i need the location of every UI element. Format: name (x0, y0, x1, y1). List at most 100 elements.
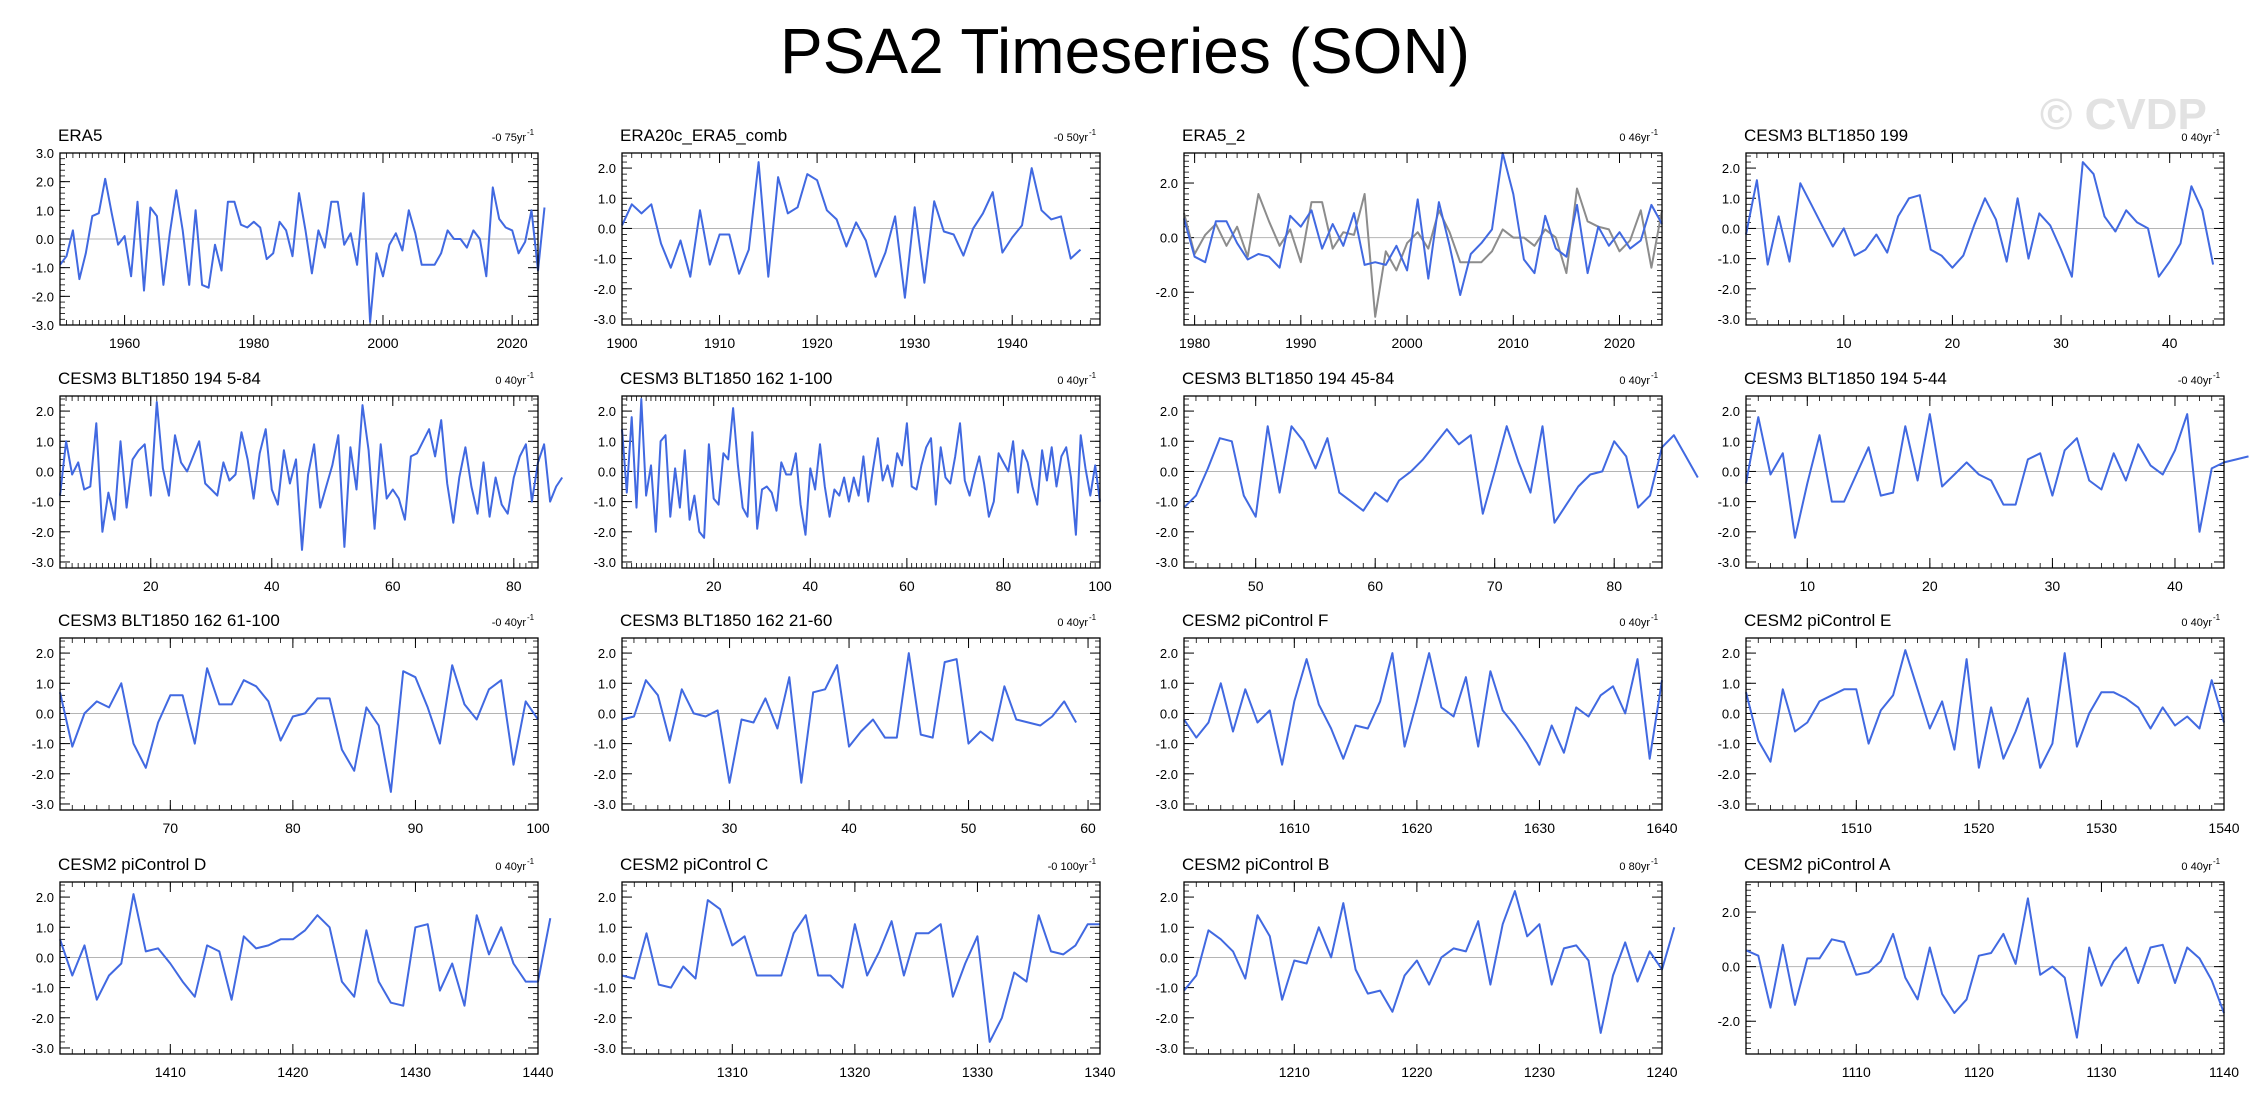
panel-16: CESM2 piControl A 0 40yr -1 1110 1120 1130 114… (1718, 855, 2240, 1080)
y-tick-label: 1.0 (36, 203, 54, 218)
x-tick-label: 60 (1080, 820, 1096, 836)
panel-3: ERA5_2 0 46yr -1 1980 1990 2000 2010 2020 -2.0 0.… (1156, 126, 1663, 351)
x-tick-label: 1330 (962, 1064, 993, 1080)
x-tick-label: 1960 (109, 335, 140, 351)
y-tick-label: -1.0 (1718, 252, 1740, 267)
plot-frame (621, 881, 1101, 1055)
y-tick-label: -1.0 (594, 252, 616, 267)
y-tick-label: -2.0 (594, 282, 616, 297)
trend-label: 0 40yr (1619, 617, 1650, 629)
x-tick-label: 60 (1367, 578, 1383, 594)
x-tick-label: 1910 (704, 335, 735, 351)
y-tick-label: -1.0 (1718, 737, 1740, 752)
x-tick-label: 50 (961, 820, 977, 836)
y-tick-label: 0.0 (1160, 950, 1178, 965)
y-tick-label: -1.0 (594, 981, 616, 996)
panel-9: CESM3 BLT1850 162 61-100 -0 40yr -1 70 80 90 1… (32, 611, 550, 836)
y-tick-label: 2.0 (1160, 890, 1178, 905)
x-tick-label: 60 (385, 578, 401, 594)
panel-title: CESM3 BLT1850 162 1-100 (620, 369, 832, 388)
plot-frame (1745, 152, 2225, 326)
x-tick-label: 1120 (1964, 1064, 1994, 1080)
trend-label: 0 40yr (495, 375, 526, 387)
y-tick-label: 1.0 (1160, 920, 1178, 935)
x-tick-label: 10 (1799, 578, 1815, 594)
trend-label: 0 80yr (1619, 861, 1650, 873)
y-tick-label: 0.0 (36, 950, 54, 965)
y-tick-label: -3.0 (32, 555, 54, 570)
y-tick-label: -1.0 (1156, 495, 1178, 510)
y-tick-label: 3.0 (36, 146, 54, 161)
trend-label: 0 40yr (1057, 375, 1088, 387)
trend-superscript: -1 (1089, 613, 1097, 622)
y-tick-label: 1.0 (1722, 191, 1740, 206)
panel-title: ERA5 (58, 126, 102, 145)
y-tick-label: -2.0 (1718, 282, 1740, 297)
y-tick-label: -2.0 (594, 525, 616, 540)
panel-5: CESM3 BLT1850 194 5-84 0 40yr -1 20 40 60 80 -3… (32, 369, 564, 594)
trend-superscript: -1 (1651, 128, 1659, 137)
y-tick-label: -3.0 (32, 797, 54, 812)
series-line (59, 664, 539, 793)
series-line (1183, 152, 1663, 296)
panel-title: CESM2 piControl E (1744, 611, 1891, 630)
y-tick-label: -2.0 (1156, 525, 1178, 540)
y-tick-label: 0.0 (1160, 231, 1178, 246)
y-tick-label: -1.0 (32, 981, 54, 996)
x-tick-label: 1440 (522, 1064, 553, 1080)
y-tick-label: -3.0 (594, 555, 616, 570)
y-tick-label: -3.0 (594, 312, 616, 327)
x-tick-label: 1220 (1401, 1064, 1432, 1080)
y-tick-label: 1.0 (1160, 434, 1178, 449)
series-line (1745, 649, 2225, 769)
y-tick-label: 2.0 (1722, 161, 1740, 176)
series-line (621, 652, 1077, 784)
trend-superscript: -1 (527, 371, 535, 380)
y-tick-label: 0.0 (36, 706, 54, 721)
series-line (1183, 187, 1663, 318)
x-tick-label: 1990 (1285, 335, 1316, 351)
x-tick-label: 40 (2167, 578, 2183, 594)
plot-frame (1745, 881, 2225, 1055)
trend-superscript: -1 (1651, 857, 1659, 866)
panel-14: CESM2 piControl C -0 100yr -1 1310 1320 1330 1… (594, 855, 1116, 1080)
panel-title: CESM2 piControl A (1744, 855, 1891, 874)
plot-frame (59, 637, 539, 811)
panel-title: ERA5_2 (1182, 126, 1245, 145)
series-line (621, 899, 1100, 1043)
x-tick-label: 1610 (1279, 820, 1310, 836)
plot-frame (621, 637, 1101, 811)
x-tick-label: 30 (2053, 335, 2069, 351)
page-title: PSA2 Timeseries (SON) (780, 15, 1470, 87)
trend-superscript: -1 (2213, 613, 2221, 622)
y-tick-label: 0.0 (1722, 706, 1740, 721)
series-line (621, 161, 1082, 299)
series-line (59, 177, 546, 324)
trend-label: 0 40yr (1619, 375, 1650, 387)
x-tick-label: 1940 (997, 335, 1028, 351)
y-tick-label: 0.0 (1722, 960, 1740, 975)
x-tick-label: 1430 (400, 1064, 431, 1080)
trend-superscript: -1 (527, 857, 535, 866)
trend-label: -0 75yr (492, 132, 527, 144)
x-tick-label: 2020 (1604, 335, 1635, 351)
series-line (1183, 425, 1699, 524)
trend-superscript: -1 (2213, 857, 2221, 866)
y-tick-label: -2.0 (32, 525, 54, 540)
panel-1: ERA5 -0 75yr -1 1960 1980 2000 2020 -3.0 -2.0 -1.… (32, 126, 546, 351)
y-tick-label: 1.0 (598, 191, 616, 206)
x-tick-label: 20 (1922, 578, 1938, 594)
x-tick-label: 1510 (1841, 820, 1872, 836)
y-tick-label: -1.0 (32, 737, 54, 752)
x-tick-label: 40 (264, 578, 280, 594)
y-tick-label: -3.0 (594, 1041, 616, 1056)
y-tick-label: -1.0 (594, 495, 616, 510)
x-tick-label: 1530 (2086, 820, 2117, 836)
y-tick-label: 2.0 (36, 646, 54, 661)
y-tick-label: 0.0 (598, 706, 616, 721)
panel-8: CESM3 BLT1850 194 5-44 -0 40yr -1 10 20 30 40 -… (1718, 369, 2249, 594)
y-tick-label: -2.0 (1718, 525, 1740, 540)
y-tick-label: -2.0 (32, 767, 54, 782)
y-tick-label: 2.0 (598, 890, 616, 905)
y-tick-label: -3.0 (32, 318, 54, 333)
